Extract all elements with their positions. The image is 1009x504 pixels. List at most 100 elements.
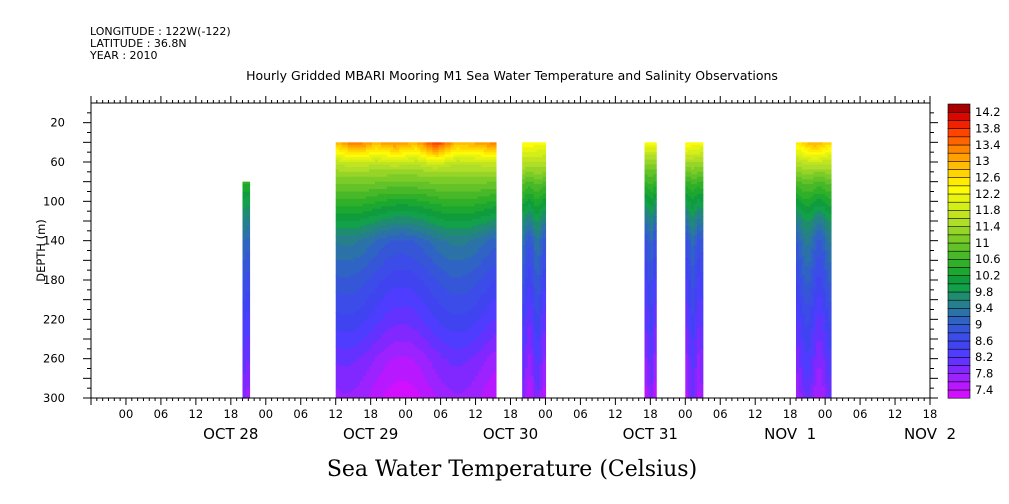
- temperature-cell: [542, 223, 547, 232]
- temperature-cell: [438, 144, 443, 148]
- temperature-cell: [396, 235, 400, 242]
- temperature-cell: [338, 157, 343, 163]
- temperature-cell: [381, 181, 385, 190]
- temperature-cell: [441, 198, 446, 207]
- temperature-cell: [350, 142, 355, 146]
- temperature-cell: [696, 390, 701, 399]
- temperature-cell: [813, 169, 817, 173]
- temperature-cell: [242, 218, 247, 232]
- temperature-cell: [459, 393, 464, 398]
- temperature-cell: [356, 162, 361, 168]
- temperature-cell: [341, 245, 346, 261]
- temperature-cell: [371, 144, 376, 151]
- temperature-cell: [489, 193, 494, 202]
- temperature-cell: [804, 169, 809, 175]
- temperature-cell: [816, 230, 820, 242]
- temperature-cell: [368, 152, 373, 156]
- temperature-cell: [813, 164, 817, 170]
- temperature-cell: [447, 363, 452, 389]
- temperature-cell: [688, 176, 692, 183]
- temperature-cell: [477, 176, 482, 185]
- temperature-cell: [353, 235, 358, 244]
- temperature-cell: [810, 154, 815, 161]
- temperature-cell: [411, 198, 415, 207]
- temperature-cell: [393, 341, 397, 360]
- temperature-cell: [694, 142, 698, 146]
- temperature-cell: [350, 346, 355, 365]
- temperature-cell: [441, 233, 446, 242]
- temperature-cell: [807, 157, 812, 163]
- temperature-cell: [447, 275, 452, 293]
- temperature-cell: [819, 230, 823, 242]
- temperature-cell: [810, 142, 815, 146]
- temperature-cell: [390, 174, 394, 183]
- temperature-cell: [447, 144, 452, 148]
- temperature-cell: [459, 294, 464, 316]
- temperature-cell: [536, 294, 541, 316]
- temperature-cell: [371, 152, 376, 156]
- temperature-cell: [691, 245, 695, 266]
- temperature-cell: [344, 260, 349, 279]
- temperature-cell: [362, 252, 367, 269]
- temperature-cell: [801, 169, 806, 175]
- temperature-cell: [688, 260, 692, 281]
- temperature-cell: [402, 216, 406, 225]
- temperature-cell: [699, 201, 704, 210]
- x-hour-label: 06: [293, 407, 308, 421]
- temperature-cell: [522, 147, 526, 153]
- temperature-cell: [468, 162, 473, 166]
- temperature-cell: [350, 206, 355, 215]
- temperature-cell: [462, 228, 467, 237]
- temperature-cell: [384, 314, 388, 333]
- temperature-cell: [368, 235, 373, 247]
- temperature-cell: [362, 339, 367, 355]
- temperature-cell: [471, 287, 476, 308]
- temperature-cell: [471, 240, 476, 257]
- temperature-cell: [685, 257, 689, 279]
- temperature-cell: [465, 388, 470, 398]
- temperature-cell: [492, 238, 497, 249]
- temperature-cell: [828, 198, 832, 207]
- temperature-cell: [378, 149, 382, 153]
- temperature-cell: [530, 166, 535, 173]
- temperature-cell: [381, 176, 385, 183]
- temperature-cell: [396, 324, 400, 343]
- temperature-cell: [825, 159, 829, 166]
- temperature-cell: [450, 245, 455, 261]
- temperature-cell: [453, 206, 458, 215]
- temperature-cell: [353, 149, 358, 153]
- temperature-cell: [474, 162, 479, 166]
- temperature-cell: [699, 142, 704, 146]
- temperature-cell: [644, 218, 649, 225]
- temperature-cell: [362, 198, 367, 205]
- temperature-cell: [462, 162, 467, 166]
- colorbar-label: 13.4: [975, 138, 1001, 152]
- temperature-cell: [344, 198, 349, 207]
- temperature-cell: [459, 171, 464, 178]
- temperature-cell: [368, 245, 373, 261]
- temperature-cell: [650, 142, 654, 146]
- temperature-cell: [384, 348, 388, 367]
- temperature-cell: [353, 159, 358, 163]
- temperature-cell: [393, 255, 397, 271]
- temperature-cell: [465, 152, 470, 156]
- temperature-cell: [699, 189, 704, 195]
- temperature-cell: [486, 228, 491, 234]
- temperature-cell: [471, 147, 476, 151]
- temperature-cell: [426, 358, 431, 384]
- x-day-label: OCT 30: [483, 425, 538, 443]
- temperature-cell: [365, 351, 370, 372]
- temperature-cell: [462, 154, 467, 158]
- temperature-cell: [483, 147, 488, 153]
- temperature-cell: [644, 206, 649, 212]
- temperature-cell: [647, 336, 651, 365]
- temperature-cell: [807, 302, 812, 323]
- temperature-cell: [371, 157, 376, 163]
- temperature-cell: [486, 176, 491, 183]
- colorbar-label: 11: [975, 236, 990, 250]
- temperature-cell: [798, 213, 803, 222]
- temperature-cell: [438, 162, 443, 166]
- temperature-cell: [489, 353, 494, 377]
- temperature-cell: [474, 225, 479, 234]
- temperature-cell: [444, 385, 449, 398]
